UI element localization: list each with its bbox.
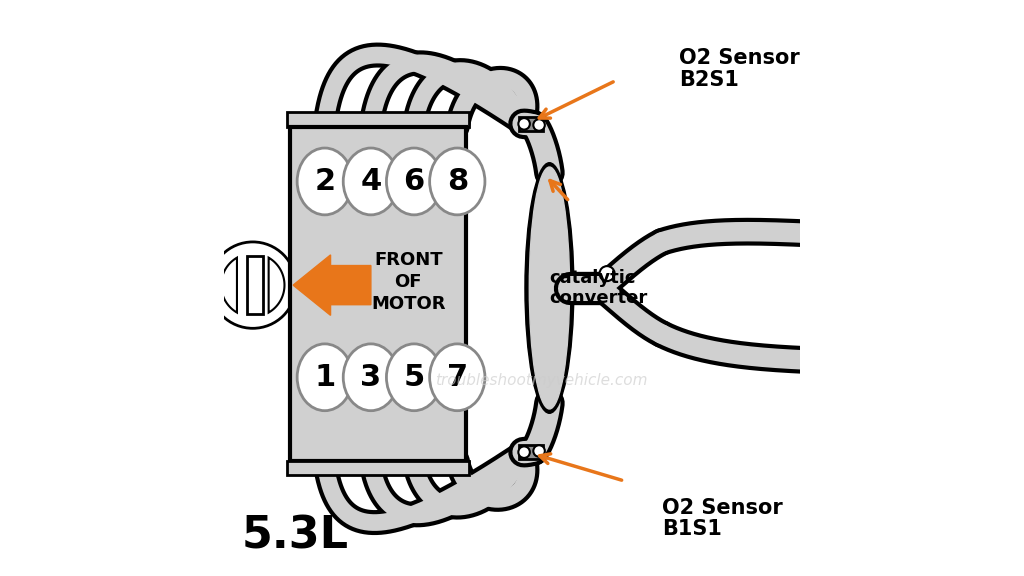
Text: O2 Sensor
B1S1: O2 Sensor B1S1 bbox=[662, 498, 782, 539]
Circle shape bbox=[518, 118, 529, 130]
Ellipse shape bbox=[297, 344, 352, 411]
Circle shape bbox=[518, 446, 529, 458]
Text: troubleshootmyvehicle.com: troubleshootmyvehicle.com bbox=[434, 373, 647, 388]
Bar bbox=[288, 461, 469, 475]
Bar bbox=[288, 112, 469, 127]
Text: 4: 4 bbox=[360, 167, 382, 196]
Circle shape bbox=[599, 266, 614, 281]
Text: FRONT
OF
MOTOR: FRONT OF MOTOR bbox=[371, 251, 445, 313]
Ellipse shape bbox=[297, 148, 352, 215]
Text: 5: 5 bbox=[403, 363, 425, 392]
Text: O2 Sensor
B2S1: O2 Sensor B2S1 bbox=[679, 48, 800, 90]
Ellipse shape bbox=[386, 344, 441, 411]
Text: catalytic
converter: catalytic converter bbox=[550, 268, 648, 308]
Text: 3: 3 bbox=[360, 363, 382, 392]
Ellipse shape bbox=[430, 148, 485, 215]
Ellipse shape bbox=[430, 344, 485, 411]
Circle shape bbox=[534, 119, 545, 131]
Ellipse shape bbox=[525, 163, 573, 414]
Polygon shape bbox=[268, 257, 285, 313]
Text: 8: 8 bbox=[446, 167, 468, 196]
FancyArrow shape bbox=[293, 255, 371, 316]
Ellipse shape bbox=[343, 148, 398, 215]
Text: 1: 1 bbox=[314, 363, 336, 392]
Circle shape bbox=[210, 242, 296, 328]
Bar bbox=[290, 127, 466, 461]
Ellipse shape bbox=[343, 344, 398, 411]
Bar bbox=[247, 256, 263, 314]
Polygon shape bbox=[519, 445, 543, 460]
Polygon shape bbox=[519, 116, 543, 131]
Text: 7: 7 bbox=[446, 363, 468, 392]
Text: 2: 2 bbox=[314, 167, 336, 196]
Ellipse shape bbox=[386, 148, 441, 215]
Text: 6: 6 bbox=[403, 167, 425, 196]
Circle shape bbox=[534, 445, 545, 457]
Text: 5.3L: 5.3L bbox=[242, 514, 348, 557]
Polygon shape bbox=[221, 257, 237, 313]
Ellipse shape bbox=[529, 167, 569, 409]
